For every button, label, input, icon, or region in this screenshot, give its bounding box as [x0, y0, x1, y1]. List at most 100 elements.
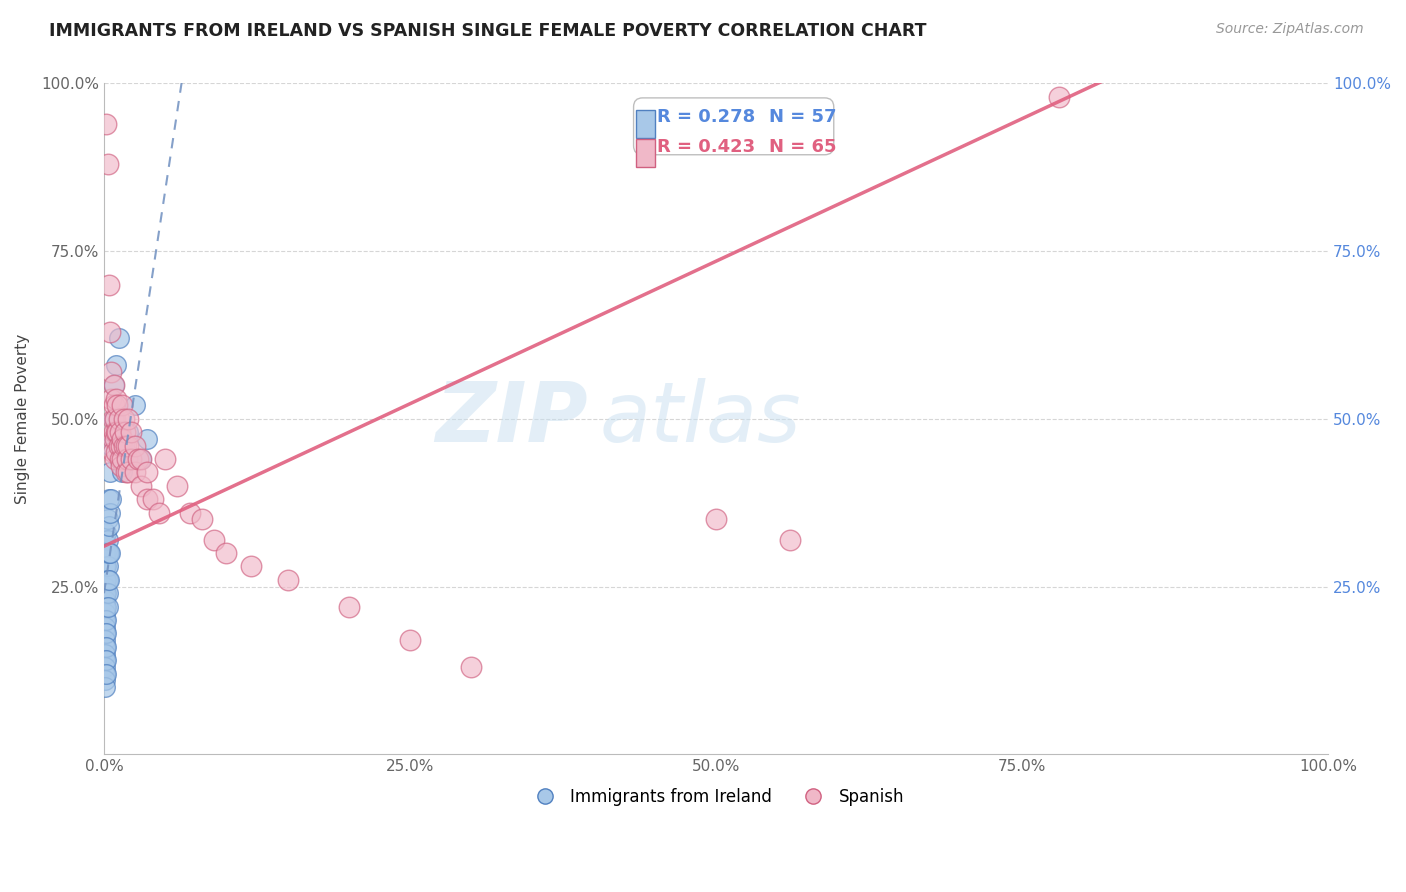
- Point: [112, 412, 135, 426]
- Point: [117, 425, 139, 440]
- Point: [110, 458, 132, 473]
- Point: [97, 599, 120, 614]
- Point: [135, 432, 157, 446]
- Point: [94, 647, 117, 661]
- Point: [96, 666, 118, 681]
- Point: [135, 492, 157, 507]
- Point: [97, 559, 120, 574]
- Point: [179, 506, 201, 520]
- Point: [115, 439, 138, 453]
- Text: ZIP: ZIP: [434, 378, 588, 459]
- Point: [148, 506, 170, 520]
- Point: [97, 277, 120, 292]
- Point: [101, 412, 124, 426]
- Point: [153, 452, 176, 467]
- Point: [96, 117, 118, 131]
- Point: [94, 580, 117, 594]
- Point: [94, 633, 117, 648]
- Point: [115, 466, 138, 480]
- Point: [124, 398, 146, 412]
- Point: [129, 452, 152, 467]
- Point: [96, 559, 118, 574]
- Point: [129, 479, 152, 493]
- Point: [105, 358, 128, 372]
- Point: [97, 512, 120, 526]
- Point: [96, 653, 118, 667]
- Point: [166, 479, 188, 493]
- Point: [94, 599, 117, 614]
- Point: [103, 378, 125, 392]
- Point: [111, 398, 134, 412]
- Point: [120, 452, 142, 467]
- Point: [100, 439, 122, 453]
- Point: [114, 425, 136, 440]
- Point: [101, 432, 124, 446]
- Text: atlas: atlas: [600, 378, 801, 459]
- Point: [97, 586, 120, 600]
- Point: [98, 325, 121, 339]
- Point: [111, 452, 134, 467]
- Point: [105, 445, 128, 459]
- Text: R = 0.278   N = 57
  R = 0.423   N = 65: R = 0.278 N = 57 R = 0.423 N = 65: [643, 107, 825, 145]
- Point: [135, 466, 157, 480]
- Point: [96, 546, 118, 560]
- Point: [96, 640, 118, 654]
- FancyBboxPatch shape: [637, 111, 655, 138]
- Point: [399, 633, 422, 648]
- Point: [94, 620, 117, 634]
- Point: [142, 492, 165, 507]
- Point: [115, 452, 138, 467]
- Point: [107, 412, 129, 426]
- Point: [107, 398, 129, 412]
- Point: [460, 660, 482, 674]
- Point: [98, 466, 121, 480]
- Point: [96, 573, 118, 587]
- Point: [239, 559, 262, 574]
- Text: N = 65: N = 65: [769, 138, 837, 156]
- Point: [101, 445, 124, 459]
- Point: [115, 445, 138, 459]
- Point: [96, 586, 118, 600]
- Point: [98, 506, 121, 520]
- Point: [97, 573, 120, 587]
- Point: [120, 425, 142, 440]
- Point: [124, 439, 146, 453]
- Point: [94, 680, 117, 694]
- Point: [96, 613, 118, 627]
- Point: [94, 640, 117, 654]
- Point: [277, 573, 299, 587]
- Point: [94, 586, 117, 600]
- Point: [104, 412, 127, 426]
- Point: [105, 392, 128, 406]
- Point: [100, 365, 122, 379]
- Point: [94, 593, 117, 607]
- Point: [110, 439, 132, 453]
- Point: [94, 533, 117, 547]
- Point: [108, 452, 131, 467]
- Point: [96, 626, 118, 640]
- Point: [100, 392, 122, 406]
- Point: [111, 432, 134, 446]
- Text: N = 57: N = 57: [769, 108, 837, 127]
- Point: [94, 613, 117, 627]
- Point: [704, 512, 727, 526]
- Point: [94, 546, 117, 560]
- Point: [103, 425, 125, 440]
- Text: R = 0.278: R = 0.278: [657, 108, 755, 127]
- Point: [94, 653, 117, 667]
- Point: [94, 660, 117, 674]
- Point: [97, 492, 120, 507]
- Point: [191, 512, 214, 526]
- Point: [1047, 90, 1070, 104]
- Point: [94, 607, 117, 621]
- Point: [103, 398, 125, 412]
- Point: [104, 452, 127, 467]
- Text: Source: ZipAtlas.com: Source: ZipAtlas.com: [1216, 22, 1364, 37]
- Legend: Immigrants from Ireland, Spanish: Immigrants from Ireland, Spanish: [522, 781, 911, 813]
- FancyBboxPatch shape: [637, 139, 655, 168]
- Point: [117, 412, 139, 426]
- Point: [105, 425, 128, 440]
- Point: [94, 626, 117, 640]
- Point: [127, 452, 149, 467]
- Point: [337, 599, 360, 614]
